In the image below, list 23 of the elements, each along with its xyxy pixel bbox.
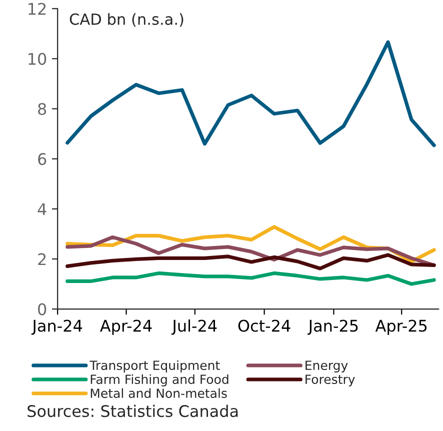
y-tick-label: 4 — [38, 203, 46, 215]
line-series — [66, 253, 436, 270]
x-tick-label: Jan-25 — [308, 320, 358, 335]
x-tick-label: Oct-24 — [238, 320, 290, 332]
y-tick-label: 6 — [38, 153, 46, 166]
line-series — [66, 40, 436, 148]
legend-label: Metal and Non-metals — [90, 388, 227, 398]
x-tick-label: Apr-25 — [375, 320, 427, 335]
y-tick-label: 8 — [38, 102, 46, 116]
x-tick-label: Jan-24 — [31, 320, 82, 335]
legend-label: Farm Fishing and Food — [90, 374, 228, 386]
line-series — [66, 271, 436, 286]
y-tick-label: 12 — [28, 2, 46, 15]
y-tick-label: 10 — [28, 52, 46, 65]
legend-label: Energy — [306, 360, 348, 372]
y-tick-label: 2 — [38, 253, 46, 266]
y-tick-label: 0 — [38, 303, 46, 316]
legend-label: Forestry — [306, 374, 355, 386]
annotation: CAD bn (n.s.a.) — [70, 13, 184, 27]
source-note: Sources: Statistics Canada — [28, 404, 238, 418]
x-tick-label: Jul-24 — [171, 319, 217, 335]
legend-label: Transport Equipment — [90, 360, 220, 372]
x-tick-label: Apr-24 — [100, 320, 152, 335]
